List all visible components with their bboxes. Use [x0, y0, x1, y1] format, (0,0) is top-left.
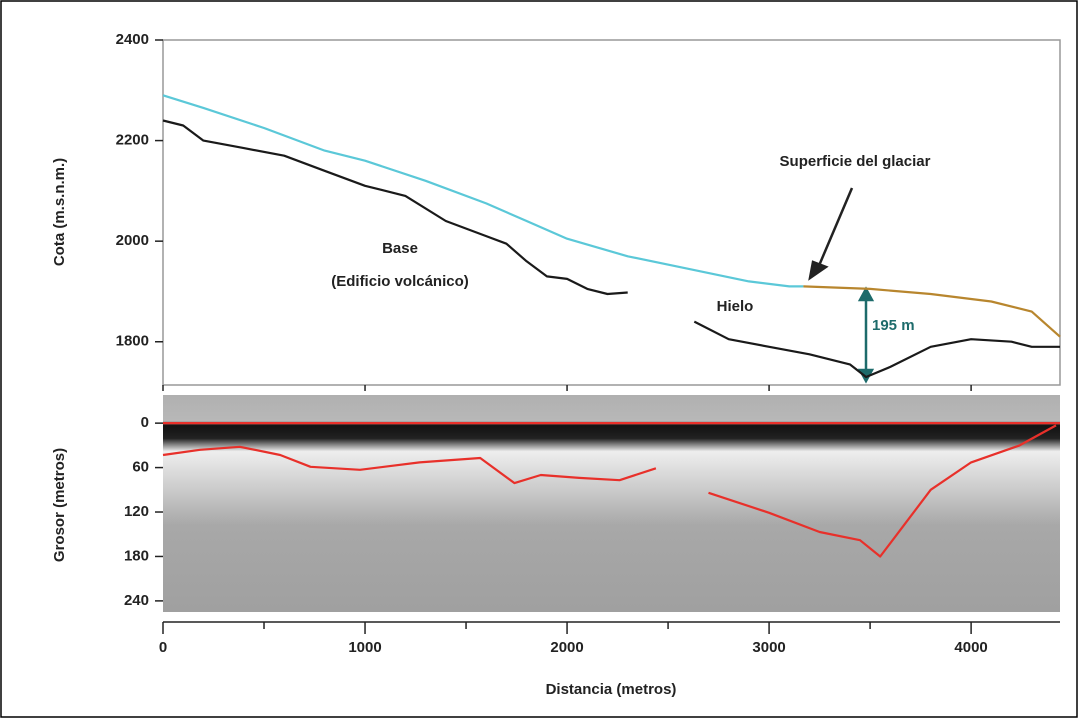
x-tick-label: 2000 — [550, 639, 583, 656]
y-axis-title: Cota (m.s.n.m.) — [51, 158, 68, 266]
y-tick-label: 60 — [132, 459, 149, 476]
annotation: (Edificio volcánico) — [331, 273, 469, 290]
series-line — [803, 286, 1060, 336]
series-line — [163, 95, 803, 286]
annotation-arrow — [810, 188, 852, 278]
y-tick-label: 2200 — [116, 132, 149, 149]
annotation: Hielo — [717, 298, 754, 315]
annotation: Base — [382, 240, 418, 257]
x-axis-title: Distancia (metros) — [546, 681, 677, 698]
top-plot-frame — [163, 40, 1060, 385]
y-axis-title: Grosor (metros) — [51, 448, 68, 562]
y-tick-label: 120 — [124, 503, 149, 520]
annotation: Superficie del glaciar — [780, 153, 931, 170]
y-tick-label: 0 — [141, 414, 149, 431]
x-tick-label: 1000 — [348, 639, 381, 656]
annotation: 195 m — [872, 317, 915, 334]
x-tick-label: 3000 — [752, 639, 785, 656]
x-tick-label: 0 — [159, 639, 167, 656]
y-tick-label: 240 — [124, 592, 149, 609]
x-tick-label: 4000 — [954, 639, 987, 656]
radargram — [163, 395, 1060, 612]
thickness-arrow — [860, 289, 872, 381]
figure: Cota (m.s.n.m.) Grosor (metros) Distanci… — [0, 0, 1078, 718]
y-tick-label: 2000 — [116, 232, 149, 249]
y-tick-label: 180 — [124, 547, 149, 564]
y-tick-label: 1800 — [116, 333, 149, 350]
y-tick-label: 2400 — [116, 31, 149, 48]
